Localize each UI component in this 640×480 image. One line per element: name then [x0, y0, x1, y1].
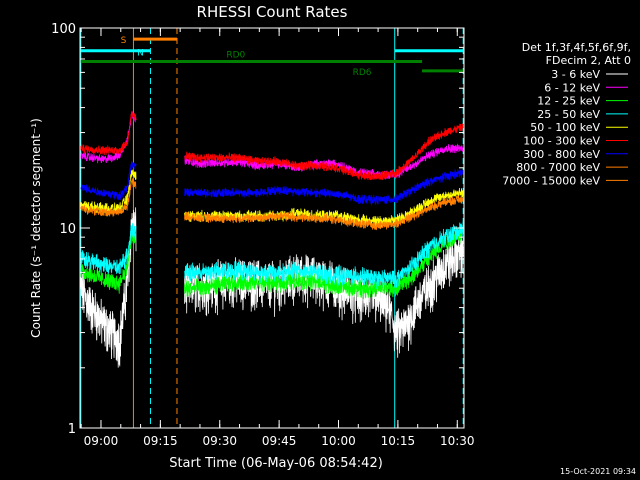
x-tick-label-09-45: 09:45 — [262, 434, 297, 448]
legend-label-12-25-kev: 12 - 25 keV — [537, 95, 600, 108]
legend: Det 1f,3f,4f,5f,6f,9f, FDecim 2, Att 0 3… — [502, 41, 631, 187]
legend-label-7000-15000-kev: 7000 - 15000 keV — [502, 174, 600, 187]
legend-label-25-50-kev: 25 - 50 keV — [537, 108, 600, 121]
legend-header-line-1: Det 1f,3f,4f,5f,6f,9f, — [522, 41, 631, 54]
series-100-300-kev — [80, 111, 464, 181]
legend-label-800-7000-kev: 800 - 7000 keV — [516, 161, 600, 174]
marker-label-rd6: RD6 — [353, 68, 372, 78]
x-tick-label-10-15: 10:15 — [381, 434, 416, 448]
y-tick-label-100: 100 — [51, 22, 76, 37]
y-axis-ticks: 1 10 100 — [51, 22, 464, 437]
chart-title: RHESSI Count Rates — [197, 3, 348, 21]
legend-header-line-2: FDecim 2, Att 0 — [546, 54, 631, 67]
legend-label-100-300-kev: 100 - 300 keV — [523, 135, 600, 148]
y-axis-label: Count Rate (s⁻¹ detector segment⁻¹) — [29, 118, 43, 338]
legend-label-6-12-kev: 6 - 12 keV — [544, 81, 600, 94]
x-tick-label-09-00: 09:00 — [84, 434, 119, 448]
attenuator-bars: SN RD0 RD6 — [80, 36, 464, 78]
marker-label-rd0: RD0 — [226, 50, 245, 60]
x-tick-label-09-30: 09:30 — [202, 434, 237, 448]
legend-label-50-100-kev: 50 - 100 keV — [530, 121, 600, 134]
marker-label-n: N — [137, 49, 144, 59]
y-tick-label-1: 1 — [68, 422, 76, 437]
series-300-800-kev — [80, 161, 464, 206]
series-800-7000-kev — [80, 178, 464, 231]
x-tick-label-10-00: 10:00 — [321, 434, 356, 448]
x-axis-ticks: 09:00 09:15 09:30 09:45 10:00 10:15 10:30 — [80, 28, 475, 448]
series-lines — [80, 110, 464, 368]
x-tick-label-10-30: 10:30 — [440, 434, 475, 448]
legend-label-3-6-kev: 3 - 6 keV — [551, 68, 600, 81]
footer-date: 15-Oct-2021 09:34 — [560, 467, 636, 476]
series-25-50-kev — [80, 221, 464, 289]
marker-label-s: S — [121, 36, 127, 46]
series-6-12-kev — [80, 110, 464, 180]
x-tick-label-09-15: 09:15 — [143, 434, 178, 448]
x-axis-label: Start Time (06-May-06 08:54:42) — [169, 456, 383, 471]
legend-label-300-800-kev: 300 - 800 keV — [523, 148, 600, 161]
y-tick-label-10: 10 — [59, 222, 76, 237]
